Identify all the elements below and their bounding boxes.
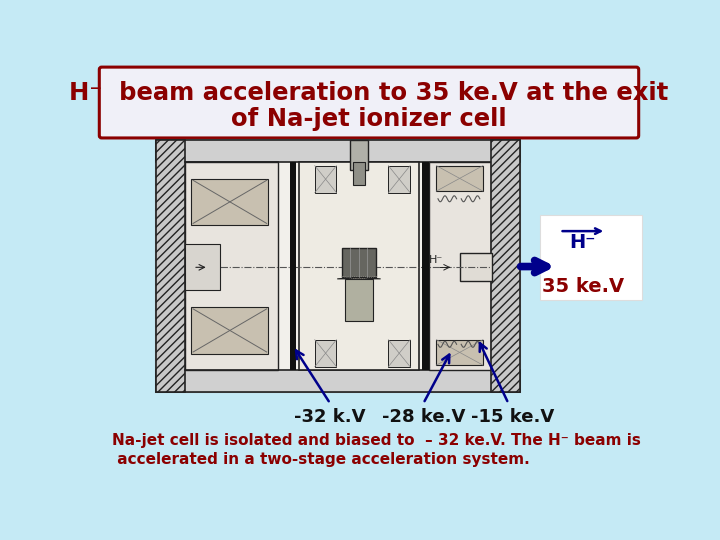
Bar xyxy=(342,248,376,278)
Text: accelerated in a two-stage acceleration system.: accelerated in a two-stage acceleration … xyxy=(112,451,529,467)
Bar xyxy=(156,140,185,392)
Bar xyxy=(156,140,520,392)
Bar xyxy=(185,244,220,291)
Text: H⁻: H⁻ xyxy=(428,255,443,265)
Bar xyxy=(436,340,483,365)
Bar xyxy=(185,253,212,281)
Polygon shape xyxy=(337,278,381,279)
Bar xyxy=(156,140,520,162)
Text: of Na-jet ionizer cell: of Na-jet ionizer cell xyxy=(231,107,507,131)
Bar xyxy=(539,215,642,300)
Bar xyxy=(191,179,269,225)
Bar xyxy=(156,370,520,392)
Text: -15 ke.V: -15 ke.V xyxy=(471,408,554,427)
Bar xyxy=(459,253,492,281)
Text: 35 ke.V: 35 ke.V xyxy=(542,277,624,296)
Bar xyxy=(436,166,483,191)
Text: Na-jet cell is isolated and biased to  – 32 ke.V. The H⁻ beam is: Na-jet cell is isolated and biased to – … xyxy=(112,433,641,448)
Bar xyxy=(185,162,279,370)
Bar xyxy=(428,162,490,370)
Bar xyxy=(388,340,410,367)
Bar xyxy=(353,162,365,185)
Bar xyxy=(315,166,336,193)
Bar xyxy=(290,162,296,370)
FancyBboxPatch shape xyxy=(99,67,639,138)
Text: -28 ke.V: -28 ke.V xyxy=(382,408,465,427)
Bar xyxy=(490,140,520,392)
Bar xyxy=(191,307,269,354)
Bar xyxy=(388,166,410,193)
Text: H⁻: H⁻ xyxy=(570,233,596,252)
Bar xyxy=(315,340,336,367)
Bar xyxy=(423,162,428,370)
Bar xyxy=(350,140,368,170)
Text: H⁻  beam acceleration to 35 ke.V at the exit: H⁻ beam acceleration to 35 ke.V at the e… xyxy=(69,80,669,105)
Text: -32 k.V: -32 k.V xyxy=(294,408,366,427)
Bar xyxy=(345,279,373,321)
Bar xyxy=(300,162,419,370)
